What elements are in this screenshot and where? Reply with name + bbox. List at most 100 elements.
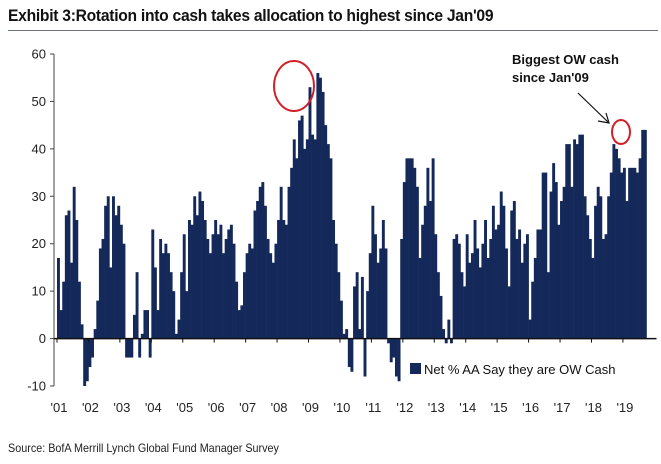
bar — [127, 338, 131, 358]
bar — [334, 243, 338, 339]
bar — [374, 234, 377, 339]
bar — [224, 238, 228, 339]
bar — [319, 77, 322, 339]
bar — [198, 191, 202, 339]
bar — [376, 262, 380, 339]
bar — [499, 191, 503, 339]
bars-group — [57, 72, 647, 386]
bar — [201, 201, 205, 339]
bar — [402, 182, 406, 339]
bar — [248, 243, 252, 339]
bar — [85, 338, 89, 382]
bar — [308, 87, 312, 339]
y-tick-label: 60 — [32, 47, 46, 62]
x-tick-label: '08 — [271, 400, 288, 415]
x-tick-label: '09 — [302, 400, 319, 415]
bar — [387, 338, 391, 344]
x-tick-label: '16 — [522, 400, 539, 415]
bar — [539, 229, 542, 339]
bar — [528, 319, 532, 339]
bar — [505, 248, 508, 339]
bar — [258, 186, 262, 339]
bar — [326, 144, 330, 339]
y-axis: -10 0 10 20 30 40 50 60 — [27, 47, 55, 394]
bar — [332, 220, 336, 339]
legend: Net % AA Say they are OW Cash — [410, 362, 615, 377]
bar — [507, 286, 511, 339]
bar — [562, 186, 566, 339]
bar — [67, 210, 71, 339]
bar — [208, 253, 212, 339]
bar — [282, 220, 286, 339]
bar — [638, 158, 642, 339]
bar — [447, 319, 451, 339]
bar — [470, 253, 474, 339]
bar — [429, 201, 432, 339]
bar — [439, 295, 443, 339]
bar — [363, 338, 367, 377]
bar — [62, 281, 66, 339]
bar — [368, 253, 372, 339]
bar — [91, 338, 94, 358]
bar — [287, 186, 291, 339]
bar — [567, 144, 571, 339]
bar — [140, 333, 144, 339]
bar — [552, 163, 556, 339]
bar — [502, 205, 506, 339]
bar — [75, 220, 79, 339]
x-tick-label: '11 — [365, 400, 381, 415]
bar — [279, 186, 283, 339]
bar — [615, 148, 618, 339]
bar — [541, 172, 545, 339]
bar — [106, 196, 110, 339]
bar — [347, 338, 351, 368]
bar — [573, 139, 577, 339]
bar — [625, 201, 629, 339]
bar — [599, 196, 603, 339]
bar — [423, 205, 427, 339]
bar — [434, 234, 438, 339]
bar — [135, 272, 139, 339]
bar — [554, 182, 558, 339]
x-tick-label: '14 — [459, 400, 476, 415]
bar — [643, 129, 647, 339]
bar — [617, 158, 621, 339]
bar — [405, 158, 409, 339]
annotation-circle-latest — [611, 119, 631, 145]
bar — [353, 286, 356, 339]
bar — [588, 238, 592, 339]
bar — [636, 172, 639, 339]
bar — [337, 272, 341, 339]
bar — [206, 238, 210, 339]
x-tick-label: '18 — [585, 400, 602, 415]
bar — [531, 281, 535, 339]
bar — [358, 329, 362, 339]
x-tick-label: '17 — [554, 400, 571, 415]
bar — [397, 338, 401, 382]
bar — [83, 338, 87, 386]
bar — [172, 291, 176, 339]
y-tick-label: 10 — [32, 284, 46, 299]
bar — [284, 224, 288, 339]
x-tick-label: '15 — [491, 400, 508, 415]
bar — [269, 253, 273, 339]
bar — [515, 238, 519, 339]
bar — [575, 144, 579, 339]
x-tick-label: '03 — [113, 400, 130, 415]
x-tick-label: '10 — [333, 400, 350, 415]
bar — [400, 238, 404, 339]
bar — [132, 314, 136, 339]
bar — [235, 281, 239, 339]
bar — [452, 238, 456, 339]
bar — [518, 229, 522, 339]
bar — [245, 253, 249, 339]
x-tick-label: '06 — [208, 400, 225, 415]
bar — [418, 257, 422, 339]
bar — [180, 272, 184, 339]
annotations: Biggest OW cash since Jan'09 — [273, 52, 631, 145]
bar — [366, 291, 370, 339]
bar — [594, 205, 598, 339]
bar — [256, 201, 260, 339]
bar — [476, 248, 480, 339]
